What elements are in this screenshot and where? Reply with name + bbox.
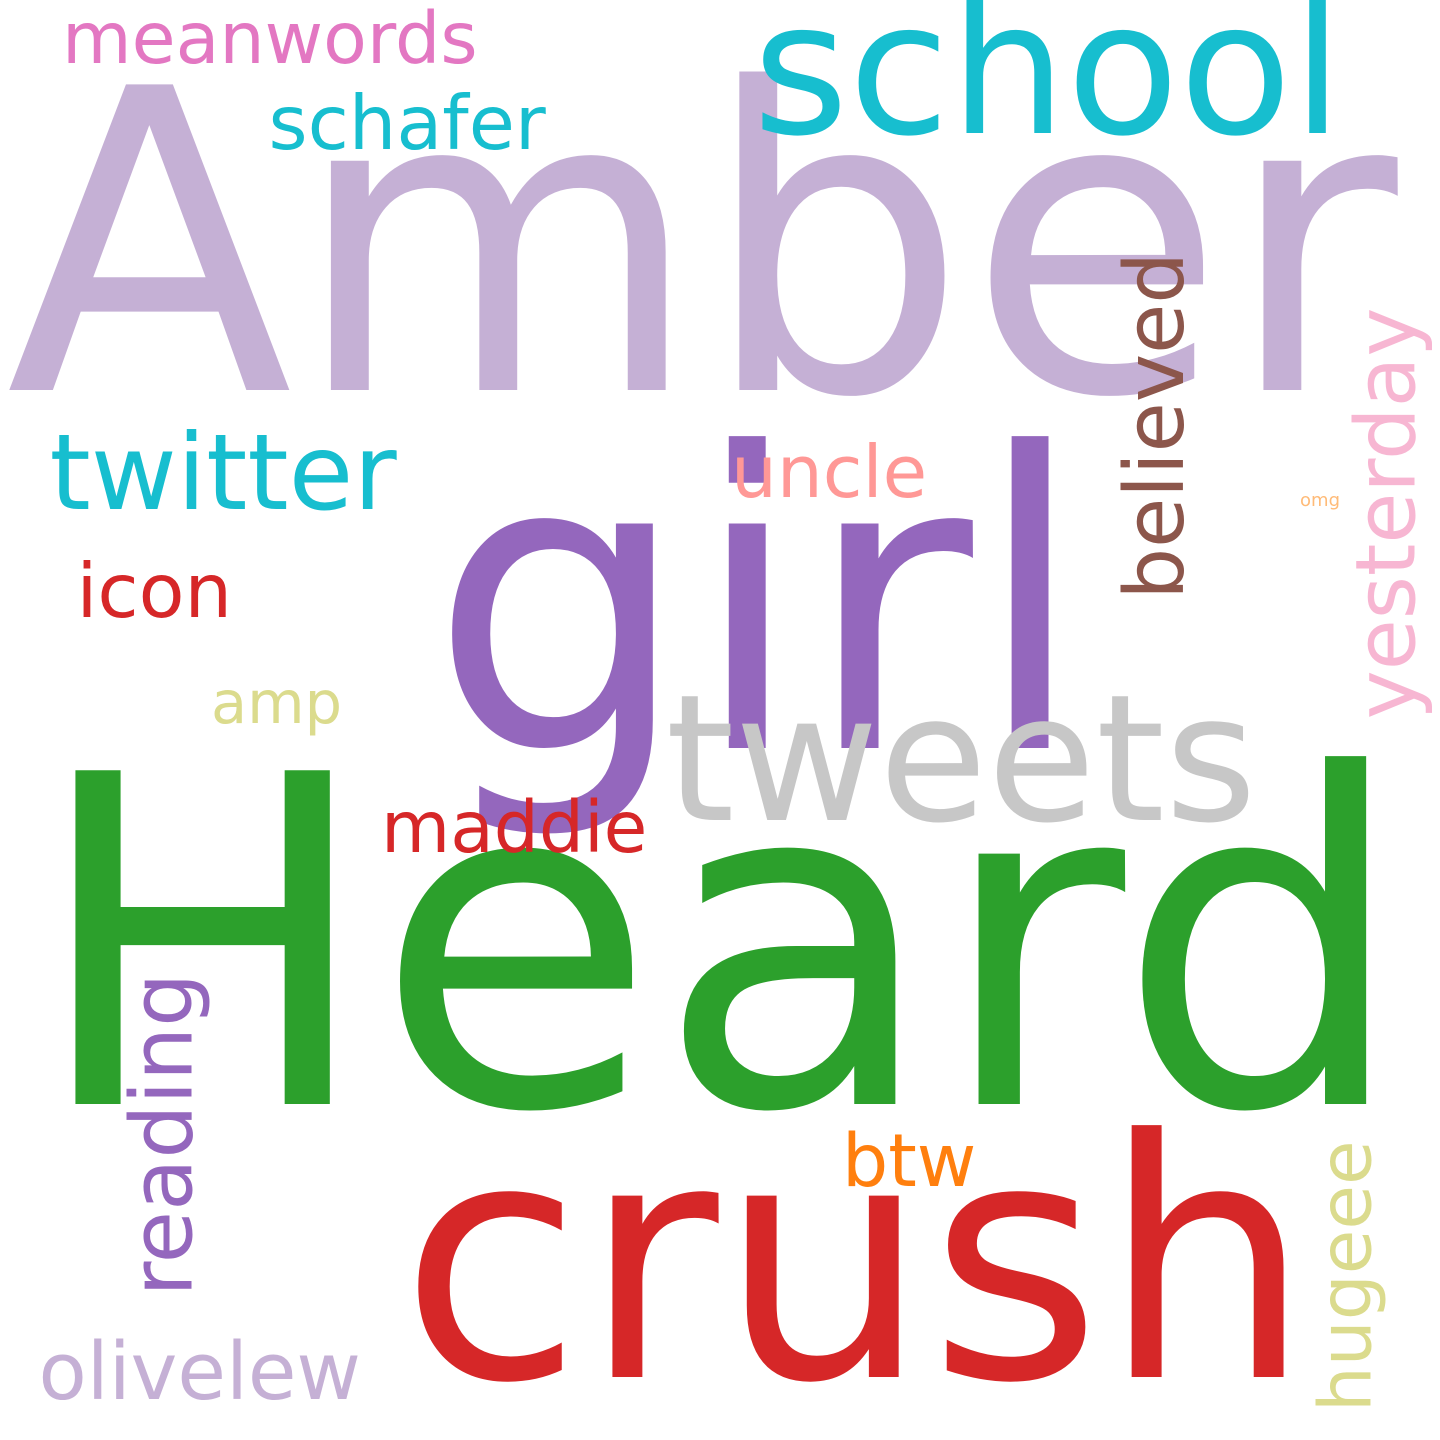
word-hugeee: hugeee <box>1304 1139 1389 1412</box>
word-tweets: tweets <box>665 656 1257 862</box>
word-yesterday: yesterday <box>1336 307 1434 719</box>
word-heard: Heard <box>30 679 1408 1212</box>
word-amber: Amber <box>6 0 1398 489</box>
word-school: school <box>752 0 1344 177</box>
word-uncle: uncle <box>731 430 928 515</box>
word-schafer: schafer <box>268 79 546 167</box>
word-icon: icon <box>76 547 233 635</box>
word-maddie: maddie <box>381 785 648 869</box>
word-btw: btw <box>842 1118 977 1204</box>
word-amp: amp <box>211 667 343 737</box>
word-olivelew: olivelew <box>38 1325 362 1418</box>
word-believed: believed <box>1108 251 1204 600</box>
word-crush: crush <box>400 1070 1312 1440</box>
word-meanwords: meanwords <box>62 0 478 80</box>
word-girl: girl <box>429 366 1088 845</box>
word-reading: reading <box>112 972 212 1297</box>
word-omg: omg <box>1300 490 1341 511</box>
word-twitter: twitter <box>49 410 397 534</box>
